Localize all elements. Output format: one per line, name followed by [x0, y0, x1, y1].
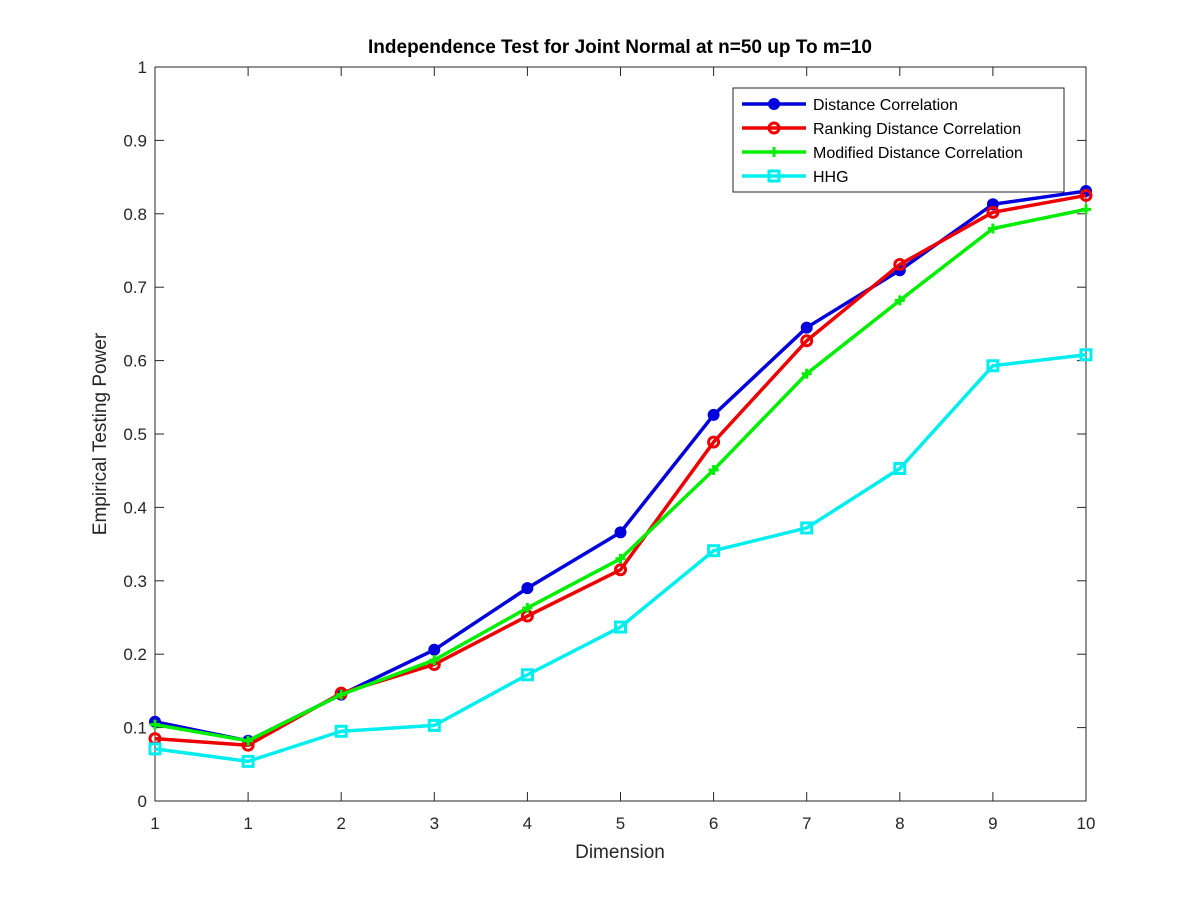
- y-tick-label: 0.8: [123, 205, 147, 224]
- data-point-hhg: [241, 754, 255, 768]
- series-line-hhg: [154, 352, 1087, 764]
- y-tick-label: 0.1: [123, 719, 147, 738]
- y-axis-ticks: 0 0.1 0.2 0.3 0.4 0.5 0.6 0.7 0.8 0.9 1: [123, 58, 1086, 811]
- data-point-ranking-distance-correlation: [707, 435, 721, 449]
- data-point-hhg: [148, 742, 162, 756]
- chart-title: Independence Test for Joint Normal at n=…: [368, 37, 872, 58]
- data-point-modified-distance-correlation: [801, 368, 812, 379]
- x-tick-label: 6: [709, 814, 718, 833]
- x-tick-label: 1: [150, 814, 159, 833]
- data-point-ranking-distance-correlation: [893, 257, 907, 271]
- data-point-ranking-distance-correlation: [986, 205, 1000, 219]
- legend-marker: [767, 169, 781, 183]
- legend-item-distance-correlation: Distance Correlation: [742, 97, 958, 114]
- data-point-hhg: [520, 668, 534, 682]
- data-point-ranking-distance-correlation: [1079, 188, 1093, 202]
- x-axis-label: Dimension: [575, 842, 665, 863]
- legend-marker: [769, 147, 779, 157]
- x-tick-label: 3: [430, 814, 439, 833]
- data-point-hhg: [800, 521, 814, 535]
- y-tick-label: 0.3: [123, 572, 147, 591]
- data-point-hhg: [1079, 348, 1093, 362]
- legend-label: Distance Correlation: [813, 97, 958, 114]
- data-point-hhg: [427, 718, 441, 732]
- legend: Distance Correlation Ranking Distance Cor…: [732, 87, 1065, 193]
- data-point-modified-distance-correlation: [336, 689, 347, 700]
- data-point-hhg: [334, 724, 348, 738]
- legend-item-modified-distance-correlation: Modified Distance Correlation: [742, 145, 1023, 162]
- y-tick-label: 0.4: [123, 498, 147, 517]
- x-axis-ticks: 1 1 2 3 4 5 6 7 8 9 10: [150, 67, 1095, 833]
- series-modified-distance-correlation: [150, 204, 1091, 746]
- data-point-modified-distance-correlation: [987, 223, 998, 234]
- x-tick-label: 5: [616, 814, 625, 833]
- y-tick-label: 0.5: [123, 425, 147, 444]
- data-point-modified-distance-correlation: [150, 719, 160, 730]
- data-point-hhg: [614, 620, 627, 634]
- legend-item-hhg: HHG: [742, 169, 849, 186]
- y-tick-label: 0.2: [123, 645, 147, 664]
- x-tick-label: 1: [243, 814, 252, 833]
- legend-label: HHG: [813, 169, 849, 186]
- series-layer: [148, 185, 1093, 768]
- legend-label: Ranking Distance Correlation: [813, 121, 1021, 138]
- data-point-modified-distance-correlation: [708, 464, 719, 475]
- data-point-hhg: [986, 359, 1000, 373]
- data-point-distance-correlation: [521, 582, 534, 595]
- x-tick-label: 7: [802, 814, 811, 833]
- y-tick-label: 0.9: [123, 131, 147, 150]
- y-tick-label: 0.6: [123, 352, 147, 371]
- data-point-ranking-distance-correlation: [800, 334, 814, 348]
- x-tick-label: 9: [988, 814, 997, 833]
- data-point-modified-distance-correlation: [615, 553, 626, 564]
- legend-entries: Distance Correlation Ranking Distance Cor…: [742, 97, 1023, 186]
- legend-item-ranking-distance-correlation: Ranking Distance Correlation: [742, 121, 1021, 138]
- x-tick-label: 2: [336, 814, 345, 833]
- data-point-ranking-distance-correlation: [614, 563, 627, 577]
- data-point-distance-correlation: [428, 643, 441, 656]
- y-tick-label: 1: [138, 58, 147, 77]
- data-point-distance-correlation: [707, 408, 720, 421]
- x-tick-label: 4: [523, 814, 532, 833]
- data-point-modified-distance-correlation: [243, 735, 254, 746]
- legend-label: Modified Distance Correlation: [813, 145, 1023, 162]
- data-point-modified-distance-correlation: [894, 295, 905, 306]
- x-tick-label: 8: [895, 814, 904, 833]
- y-tick-label: 0: [138, 792, 147, 811]
- data-point-distance-correlation: [614, 526, 627, 539]
- data-point-modified-distance-correlation: [1081, 204, 1091, 215]
- data-point-distance-correlation: [800, 321, 813, 334]
- data-point-hhg: [707, 544, 721, 558]
- legend-marker: [767, 121, 781, 135]
- series-hhg: [148, 348, 1093, 768]
- legend-marker: [768, 98, 780, 110]
- data-point-modified-distance-correlation: [429, 655, 440, 666]
- y-tick-label: 0.7: [123, 278, 147, 297]
- data-point-modified-distance-correlation: [522, 602, 533, 613]
- x-tick-label: 10: [1077, 814, 1096, 833]
- data-point-hhg: [893, 461, 907, 475]
- y-axis-label: Empirical Testing Power: [90, 332, 111, 535]
